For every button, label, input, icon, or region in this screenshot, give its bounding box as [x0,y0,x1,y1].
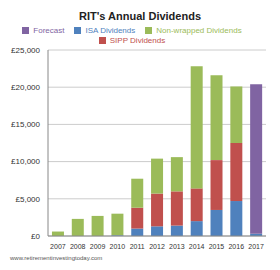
svg-text:2010: 2010 [110,243,126,250]
html-text:SIPP Dividends: SIPP Dividends [109,36,166,45]
html-text:RIT's Annual Dividends: RIT's Annual Dividends [79,10,201,22]
svg-text:2016: 2016 [228,243,244,250]
svg-text:£10,000: £10,000 [11,157,40,166]
html-text:ISA Dividends: ISA Dividends [85,26,136,35]
svg-text:2008: 2008 [70,243,86,250]
svg-text:£25,000: £25,000 [11,46,40,55]
svg-text:£15,000: £15,000 [11,120,40,129]
svg-text:2017: 2017 [248,243,264,250]
svg-text:2007: 2007 [50,243,66,250]
svg-text:2014: 2014 [189,243,205,250]
svg-text:£0: £0 [31,232,40,241]
svg-text:2015: 2015 [209,243,225,250]
html-text:Forecast: Forecast [33,26,65,35]
svg-text:£20,000: £20,000 [11,83,40,92]
html-text:www.retirementinvestingtoday.c: www.retirementinvestingtoday.com [10,255,103,261]
svg-text:£5,000: £5,000 [16,195,41,204]
svg-text:2012: 2012 [149,243,165,250]
svg-text:2013: 2013 [169,243,185,250]
html-text:Non-wrapped Dividends: Non-wrapped Dividends [156,26,242,35]
svg-text:2011: 2011 [130,243,145,250]
svg-text:2009: 2009 [90,243,106,250]
